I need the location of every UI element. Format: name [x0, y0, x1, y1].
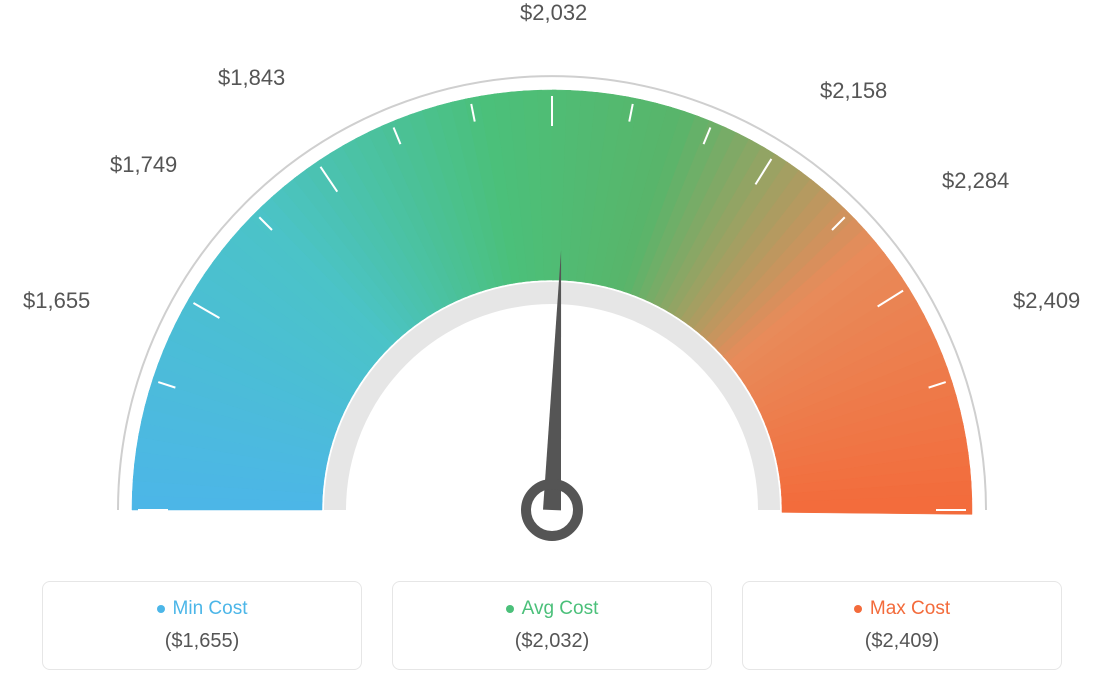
gauge-tick-label: $1,749 [110, 152, 177, 178]
gauge-chart-container: $1,655 $1,749 $1,843 $2,032 $2,158 $2,284 $2,4… [0, 0, 1104, 690]
gauge-area: $1,655 $1,749 $1,843 $2,032 $2,158 $2,284 $2,4… [0, 0, 1104, 560]
legend-row: Min Cost ($1,655) Avg Cost ($2,032) Max Cost… [0, 581, 1104, 670]
gauge-tick-label: $2,409 [1013, 288, 1080, 314]
legend-title-text: Max Cost [870, 598, 950, 620]
legend-dot-min [157, 605, 165, 613]
gauge-tick-label: $2,158 [820, 78, 887, 104]
legend-dot-max [854, 605, 862, 613]
gauge-svg [52, 40, 1052, 560]
legend-title-min: Min Cost [157, 598, 248, 620]
legend-value-min: ($1,655) [53, 630, 351, 653]
legend-title-max: Max Cost [854, 598, 950, 620]
gauge-tick-label: $1,655 [23, 288, 90, 314]
legend-card-min: Min Cost ($1,655) [42, 581, 362, 670]
legend-dot-avg [506, 605, 514, 613]
legend-title-avg: Avg Cost [506, 598, 599, 620]
legend-value-max: ($2,409) [753, 630, 1051, 653]
gauge-tick-label: $2,284 [942, 168, 1009, 194]
gauge-tick-label: $1,843 [218, 65, 285, 91]
gauge-tick-label: $2,032 [520, 0, 587, 26]
legend-card-max: Max Cost ($2,409) [742, 581, 1062, 670]
legend-title-text: Min Cost [173, 598, 248, 620]
legend-card-avg: Avg Cost ($2,032) [392, 581, 712, 670]
legend-title-text: Avg Cost [522, 598, 599, 620]
legend-value-avg: ($2,032) [403, 630, 701, 653]
